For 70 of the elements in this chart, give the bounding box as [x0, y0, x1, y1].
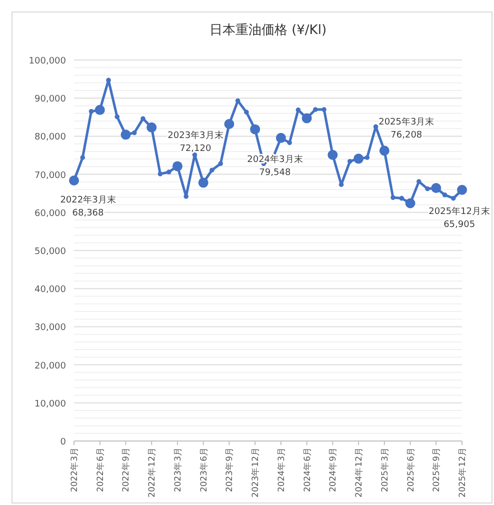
point [132, 130, 137, 136]
x-tick-label: 2023年12月 [250, 447, 262, 498]
y-tick-label: 80,000 [34, 132, 66, 143]
y-tick-label: 90,000 [34, 94, 66, 105]
x-tick-label: 2025年9月 [431, 447, 442, 492]
x-tick-label: 2024年6月 [302, 447, 313, 492]
point [114, 114, 120, 120]
point [457, 184, 467, 195]
x-tick-label: 2025年3月 [379, 447, 390, 492]
x-tick-label: 2023年6月 [198, 447, 210, 492]
point [224, 119, 234, 130]
point [192, 152, 198, 158]
point [210, 168, 214, 173]
point [442, 192, 448, 198]
point [302, 113, 312, 124]
y-tick-label: 10,000 [34, 399, 66, 410]
point [322, 107, 326, 112]
x-tick-label: 2024年3月 [276, 447, 287, 492]
point [354, 154, 364, 164]
point [287, 140, 292, 146]
point [348, 158, 352, 164]
point [140, 116, 146, 122]
point [328, 150, 338, 160]
x-tick-label: 2022年12月 [146, 447, 158, 498]
annotation: 2023年3月末 72,120 [168, 130, 224, 154]
x-tick-label: 2025年12月 [457, 447, 468, 498]
y-tick-label: 20,000 [34, 361, 66, 372]
y-tick-label: 50,000 [34, 247, 66, 257]
point [88, 109, 94, 114]
y-tick-label: 70,000 [34, 170, 66, 181]
x-tick-label: 2023年9月 [224, 447, 236, 492]
point [390, 195, 396, 200]
point [364, 155, 370, 160]
y-tick-label: 60,000 [34, 208, 66, 219]
x-tick-label: 2024年9月 [328, 447, 339, 492]
point [405, 198, 416, 208]
point [69, 176, 79, 186]
point [218, 161, 223, 166]
point [431, 183, 442, 194]
x-tick-label: 2024年12月 [354, 447, 365, 498]
point [184, 194, 188, 199]
annotation: 2025年3月末 76,208 [378, 116, 434, 141]
y-tick-label: 100,000 [28, 56, 66, 66]
point [425, 186, 430, 192]
x-tick-label: 2022年9月 [120, 447, 132, 492]
point [146, 122, 157, 132]
point [379, 146, 390, 156]
x-tick-label: 2023年3月 [172, 447, 184, 492]
point [158, 172, 163, 176]
point [399, 196, 404, 201]
point [313, 107, 318, 112]
point [276, 132, 286, 143]
point [80, 155, 86, 160]
x-tick-label: 2025年6月 [405, 447, 416, 492]
point [198, 178, 208, 188]
point [166, 170, 172, 174]
y-tick-label: 40,000 [34, 285, 66, 296]
point [416, 179, 422, 184]
point [172, 161, 182, 172]
point [244, 110, 249, 115]
chart-title: 日本重油価格 (¥/Kl) [209, 23, 327, 38]
point [250, 124, 260, 134]
annotation: 2025年12月末 65,905 [428, 206, 490, 230]
y-tick-label: 0 [60, 438, 66, 448]
x-tick-label: 2022年3月 [69, 447, 80, 492]
y-tick-label: 30,000 [34, 323, 66, 334]
point [450, 196, 456, 201]
point [120, 130, 131, 140]
x-tick-label: 2022年6月 [94, 447, 106, 492]
point [94, 104, 105, 115]
